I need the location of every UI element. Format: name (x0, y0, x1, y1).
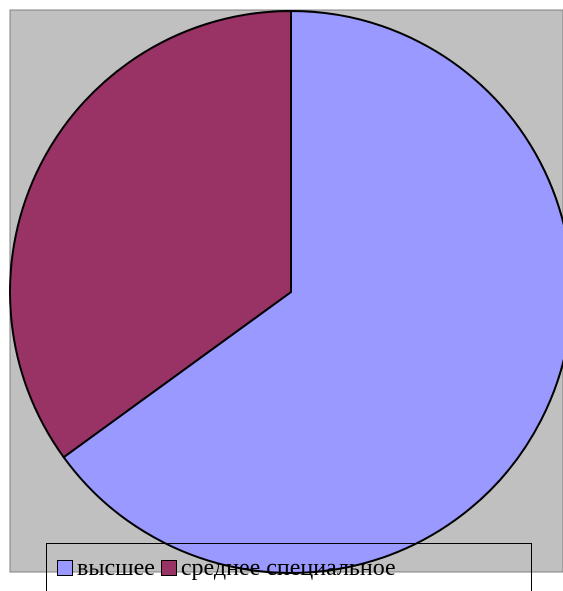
pie-slice-0 (62, 9, 563, 574)
pie-slices (9, 9, 563, 574)
legend-swatch-1 (160, 559, 177, 576)
legend-label-1: среднее специальное (180, 554, 396, 581)
pie-slice-1 (9, 9, 292, 459)
legend-item-1: среднее специальное (160, 554, 396, 581)
legend-item-0: высшее (57, 556, 155, 580)
legend-swatch-0 (57, 559, 73, 576)
legend: высшее среднее специальное (46, 543, 532, 591)
legend-label-0: высшее (77, 554, 155, 581)
